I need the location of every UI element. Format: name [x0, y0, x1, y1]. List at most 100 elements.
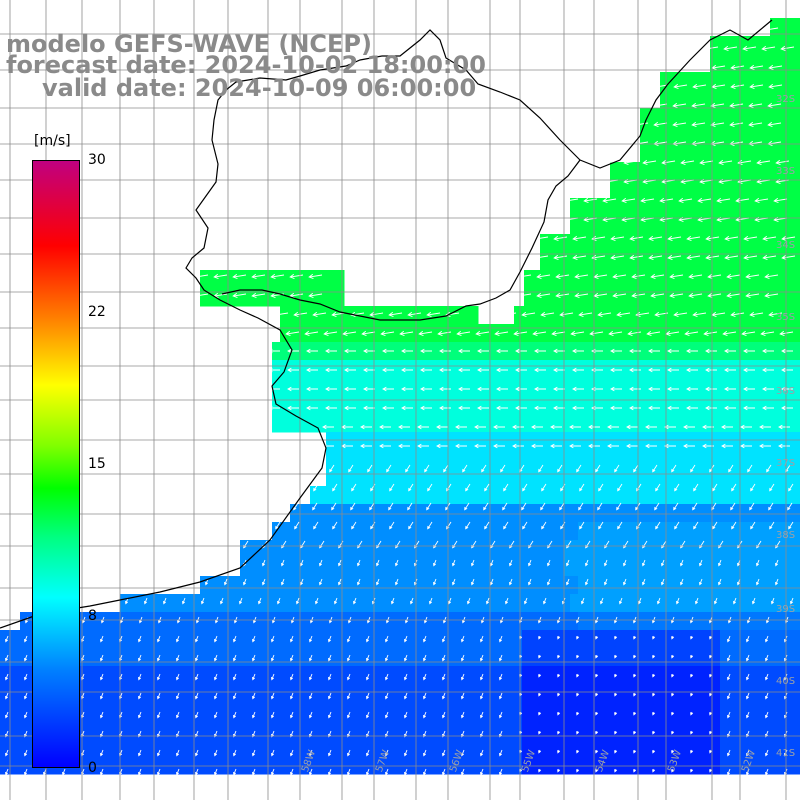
wind-speed-cell — [236, 612, 255, 631]
wind-arrow — [408, 521, 414, 530]
wind-speed-cell — [432, 630, 451, 649]
wind-speed-cell — [468, 756, 487, 775]
wind-speed-cell — [666, 648, 685, 667]
wind-speed-cell — [668, 396, 687, 415]
wind-arrow — [423, 768, 427, 776]
wind-arrow — [614, 749, 618, 754]
wind-arrow — [328, 749, 332, 757]
wind-speed-cell — [452, 504, 471, 523]
wind-arrow — [612, 292, 627, 298]
wind-arrow — [646, 330, 661, 336]
colorbar-tick-22: 22 — [88, 304, 106, 320]
wind-arrow — [690, 673, 694, 678]
wind-speed-cell — [578, 288, 597, 307]
wind-arrow — [588, 443, 600, 449]
wind-arrow — [765, 711, 769, 719]
wind-speed-cell — [612, 234, 631, 253]
wind-arrow — [344, 405, 356, 411]
wind-speed-cell — [216, 702, 235, 721]
wind-speed-cell — [456, 558, 475, 577]
wind-arrow — [566, 559, 570, 567]
wind-speed-cell — [468, 702, 487, 721]
colorbar — [32, 160, 80, 768]
wind-speed-cell — [492, 540, 511, 559]
wind-speed-cell — [308, 396, 327, 415]
wind-arrow — [543, 597, 547, 605]
wind-arrow — [494, 330, 509, 336]
wind-speed-cell — [776, 288, 795, 307]
wind-arrow — [746, 749, 750, 757]
wind-speed-cell — [460, 306, 479, 325]
wind-arrow — [676, 597, 680, 605]
wind-arrow — [614, 711, 618, 716]
wind-arrow — [709, 768, 713, 773]
wind-speed-cell — [542, 342, 561, 361]
wind-speed-cell — [702, 756, 721, 775]
wind-speed-cell — [702, 720, 721, 739]
wind-arrow — [480, 673, 484, 681]
wind-speed-cell — [784, 324, 800, 343]
wind-speed-cell — [360, 738, 379, 757]
wind-speed-cell — [712, 108, 731, 127]
wind-arrow — [726, 273, 741, 279]
wind-arrow — [347, 768, 351, 776]
wind-speed-cell — [420, 540, 439, 559]
wind-arrow — [538, 464, 544, 473]
wind-speed-cell — [558, 738, 577, 757]
wind-arrow — [576, 768, 580, 773]
wind-speed-cell — [342, 648, 361, 667]
wind-arrow — [557, 654, 561, 659]
wind-speed-cell — [686, 450, 705, 469]
wind-arrow — [214, 654, 218, 662]
wind-speed-cell — [492, 558, 511, 577]
wind-speed-cell — [460, 324, 479, 343]
wind-speed-cell — [90, 702, 109, 721]
wind-speed-cell — [254, 612, 273, 631]
wind-speed-cell — [426, 594, 445, 613]
wind-speed-cell — [216, 648, 235, 667]
wind-speed-cell — [524, 576, 543, 595]
wind-speed-cell — [420, 558, 439, 577]
wind-speed-cell — [776, 360, 795, 379]
wind-arrow — [743, 348, 755, 354]
wind-speed-cell — [344, 522, 363, 541]
wind-speed-cell — [288, 630, 307, 649]
wind-speed-cell — [272, 360, 291, 379]
wind-speed-cell — [650, 522, 669, 541]
wind-arrow — [214, 711, 218, 719]
wind-arrow — [750, 521, 756, 530]
wind-arrow — [576, 673, 580, 678]
wind-speed-cell — [366, 540, 385, 559]
wind-arrow — [480, 711, 484, 719]
wind-arrow — [100, 749, 104, 757]
wind-speed-cell — [614, 522, 633, 541]
wind-speed-cell — [696, 90, 715, 109]
wind-speed-cell — [280, 306, 299, 325]
wind-speed-cell — [252, 666, 271, 685]
wind-speed-cell — [526, 486, 545, 505]
wind-speed-cell — [450, 630, 469, 649]
lat-label: 40S — [776, 676, 796, 687]
wind-speed-cell — [658, 306, 677, 325]
wind-speed-cell — [162, 684, 181, 703]
wind-speed-cell — [722, 522, 741, 541]
wind-speed-cell — [380, 522, 399, 541]
wind-arrow — [569, 443, 581, 449]
wind-speed-cell — [766, 144, 785, 163]
wind-speed-cell — [270, 666, 289, 685]
wind-arrow — [633, 692, 637, 697]
wind-speed-cell — [18, 702, 37, 721]
wind-arrow — [455, 443, 467, 449]
wind-speed-cell — [406, 324, 425, 343]
wind-arrow — [661, 578, 665, 586]
wind-speed-cell — [776, 468, 795, 487]
wind-arrow — [629, 235, 644, 241]
wind-arrow — [631, 292, 646, 298]
wind-arrow — [503, 521, 509, 530]
wind-speed-cell — [722, 612, 741, 631]
wind-speed-cell — [668, 288, 687, 307]
wind-speed-cell — [192, 594, 211, 613]
wind-arrow — [659, 197, 674, 203]
wind-arrow — [534, 348, 546, 354]
wind-speed-cell — [236, 270, 255, 289]
